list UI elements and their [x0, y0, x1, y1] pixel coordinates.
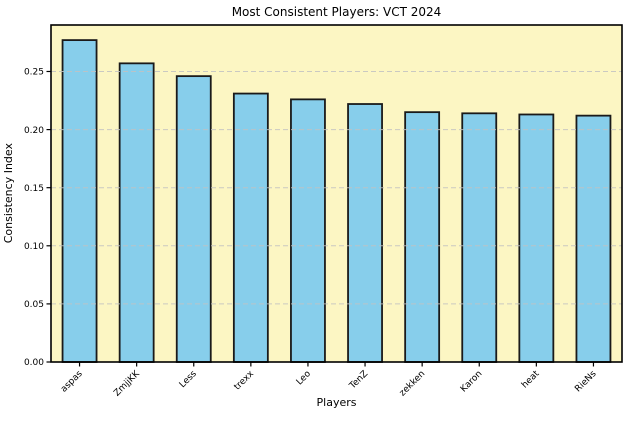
y-tick-label: 0.00 — [24, 358, 44, 368]
x-axis-label: Players — [316, 396, 357, 409]
bar-heat — [518, 113, 555, 363]
plot-frame — [50, 24, 623, 363]
y-tick-label: 0.05 — [24, 300, 44, 310]
x-tick-label-RieNs: RieNs — [573, 369, 598, 394]
bar-Karon — [461, 112, 498, 363]
y-tick-label: 0.10 — [24, 242, 44, 252]
x-tick-label-TenZ: TenZ — [347, 369, 370, 392]
x-tick-label-zekken: zekken — [398, 369, 427, 398]
x-tick-label-heat: heat — [520, 369, 542, 391]
y-tick-label: 0.25 — [24, 68, 44, 78]
bar-trexx — [232, 92, 269, 363]
x-tick-label-ZmjjKK: ZmjjKK — [112, 368, 142, 398]
x-tick-label-Leo: Leo — [295, 369, 314, 388]
bar-zekken — [404, 111, 441, 363]
bar-Less — [175, 75, 212, 363]
x-tick-label-Less: Less — [178, 369, 199, 390]
chart-title: Most Consistent Players: VCT 2024 — [231, 5, 442, 19]
bar-TenZ — [347, 103, 383, 363]
y-tick-label: 0.15 — [24, 184, 44, 194]
bar-Leo — [290, 98, 326, 363]
x-tick-label-Karon: Karon — [459, 369, 484, 394]
bar-aspas — [61, 39, 98, 363]
y-tick-label: 0.20 — [24, 126, 44, 136]
x-tick-label-trexx: trexx — [233, 369, 257, 393]
x-tick-label-aspas: aspas — [59, 369, 85, 395]
bar-ZmjjKK — [118, 62, 155, 363]
bar-RieNs — [575, 114, 612, 363]
